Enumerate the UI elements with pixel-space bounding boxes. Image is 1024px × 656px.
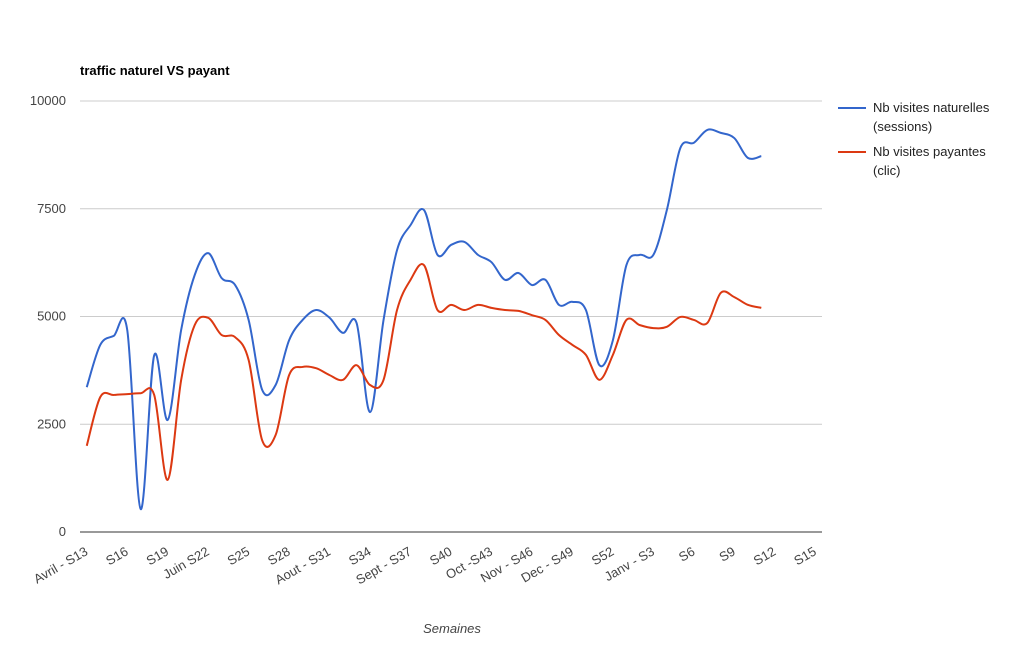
x-tick-label: S15 (791, 544, 819, 569)
legend: Nb visites naturelles (sessions) Nb visit… (838, 98, 998, 186)
series-line (85, 128, 762, 511)
series-line (85, 263, 762, 481)
legend-label: Nb visites naturelles (sessions) (873, 100, 990, 134)
legend-item: Nb visites naturelles (sessions) (838, 98, 998, 136)
y-tick-label: 0 (59, 524, 66, 539)
x-tick-label: Juin S22 (160, 544, 211, 582)
legend-swatch (838, 151, 866, 153)
x-tick-label: S9 (717, 544, 738, 565)
legend-item: Nb visites payantes (clic) (838, 142, 998, 180)
y-tick-label: 5000 (37, 309, 66, 324)
y-tick-label: 10000 (30, 93, 66, 108)
y-tick-label: 2500 (37, 416, 66, 431)
x-tick-label: S16 (103, 544, 131, 569)
y-tick-label: 7500 (37, 201, 66, 216)
x-tick-label: S6 (676, 544, 697, 565)
legend-label: Nb visites payantes (clic) (873, 144, 986, 178)
x-tick-label: Avril - S13 (31, 544, 90, 587)
x-tick-label: S25 (225, 544, 253, 569)
x-axis-title: Semaines (423, 621, 481, 636)
chart-title: traffic naturel VS payant (80, 63, 230, 78)
legend-swatch (838, 107, 866, 109)
x-tick-label: S12 (751, 544, 779, 569)
